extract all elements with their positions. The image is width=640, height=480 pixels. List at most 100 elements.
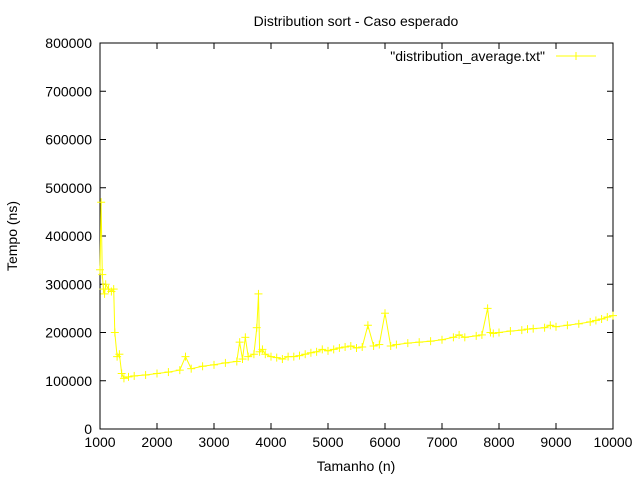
data-point	[489, 329, 498, 338]
x-tick-label: 9000	[540, 434, 571, 450]
chart-title: Distribution sort - Caso esperado	[254, 13, 459, 29]
y-tick-label: 0	[84, 421, 92, 437]
data-point	[318, 345, 327, 354]
series-layer	[96, 198, 617, 383]
data-point	[415, 338, 424, 347]
data-point	[460, 333, 469, 342]
data-point	[124, 372, 133, 381]
x-tick-label: 7000	[426, 434, 457, 450]
x-tick-label: 2000	[141, 434, 172, 450]
data-point	[210, 360, 218, 369]
data-point	[267, 352, 275, 361]
y-tick-label: 500000	[45, 180, 92, 196]
legend-label: "distribution_average.txt"	[390, 48, 545, 64]
data-point	[141, 370, 150, 379]
data-point	[540, 323, 549, 332]
x-tick-label: 1000	[84, 434, 115, 450]
data-point	[254, 289, 263, 298]
y-tick-label: 400000	[45, 228, 92, 244]
data-point	[198, 362, 207, 371]
data-point	[574, 319, 583, 328]
data-point	[363, 321, 372, 330]
data-point	[506, 327, 515, 336]
x-tick-label: 4000	[255, 434, 286, 450]
data-point	[96, 265, 104, 274]
data-point	[517, 326, 526, 335]
x-axis: 1000 2000 3000 4000 5000 6000 7000 8000 9000 1000…	[84, 43, 633, 450]
data-point	[252, 323, 261, 332]
data-point	[324, 346, 332, 355]
data-point	[358, 342, 367, 351]
data-point	[261, 350, 270, 359]
data-point	[341, 342, 350, 351]
data-point	[495, 328, 503, 337]
x-tick-label: 5000	[312, 434, 343, 450]
data-point	[597, 314, 606, 323]
data-point	[329, 345, 338, 354]
data-point	[295, 351, 304, 360]
data-point	[346, 342, 355, 351]
data-point	[130, 371, 139, 380]
data-point	[449, 333, 458, 342]
y-tick-label: 700000	[45, 83, 92, 99]
data-point	[306, 348, 315, 357]
data-point	[115, 350, 124, 359]
data-point	[386, 342, 395, 351]
data-point	[109, 285, 118, 294]
data-point	[552, 322, 560, 331]
data-point	[455, 330, 464, 339]
data-point	[392, 340, 401, 349]
data-point	[426, 337, 435, 346]
data-point	[603, 313, 612, 322]
data-point	[164, 368, 173, 377]
data-point	[100, 289, 109, 298]
data-point	[153, 369, 161, 378]
data-point	[289, 352, 298, 361]
data-point	[312, 347, 321, 356]
data-point	[381, 309, 389, 318]
data-point	[110, 328, 119, 337]
data-point	[258, 345, 267, 354]
data-point	[244, 352, 253, 361]
data-point	[249, 350, 258, 359]
data-point	[301, 350, 310, 359]
data-point	[483, 304, 492, 313]
data-point	[175, 366, 184, 375]
x-tick-label: 3000	[198, 434, 229, 450]
data-point	[591, 316, 600, 325]
data-point	[235, 338, 244, 347]
data-point	[187, 364, 196, 373]
data-point	[272, 353, 281, 362]
data-point	[563, 321, 572, 330]
data-point	[98, 270, 107, 279]
x-tick-label: 8000	[483, 434, 514, 450]
data-point	[278, 355, 287, 364]
data-point	[232, 357, 241, 366]
y-axis: 0 100000 200000 300000 400000 500000 600000 700…	[45, 35, 613, 437]
data-point	[375, 340, 384, 349]
data-point	[546, 321, 555, 330]
data-point	[181, 352, 190, 361]
y-tick-label: 600000	[45, 132, 92, 148]
data-point	[477, 330, 486, 339]
data-point	[369, 342, 378, 351]
y-tick-label: 100000	[45, 373, 92, 389]
data-point	[529, 324, 538, 333]
y-axis-label: Tempo (ns)	[4, 201, 20, 271]
data-point	[221, 358, 230, 367]
x-tick-label: 6000	[369, 434, 400, 450]
legend-swatch-marker	[572, 52, 580, 60]
data-point	[117, 369, 126, 378]
x-tick-label: 10000	[594, 434, 633, 450]
x-axis-label: Tamanho (n)	[317, 458, 396, 474]
data-point	[586, 317, 595, 326]
data-point	[403, 339, 412, 348]
data-point	[438, 335, 446, 344]
data-point	[609, 311, 617, 320]
data-point	[352, 343, 361, 352]
y-tick-label: 800000	[45, 35, 92, 51]
data-point	[335, 343, 344, 352]
legend: "distribution_average.txt"	[390, 48, 596, 64]
data-point	[238, 355, 247, 364]
